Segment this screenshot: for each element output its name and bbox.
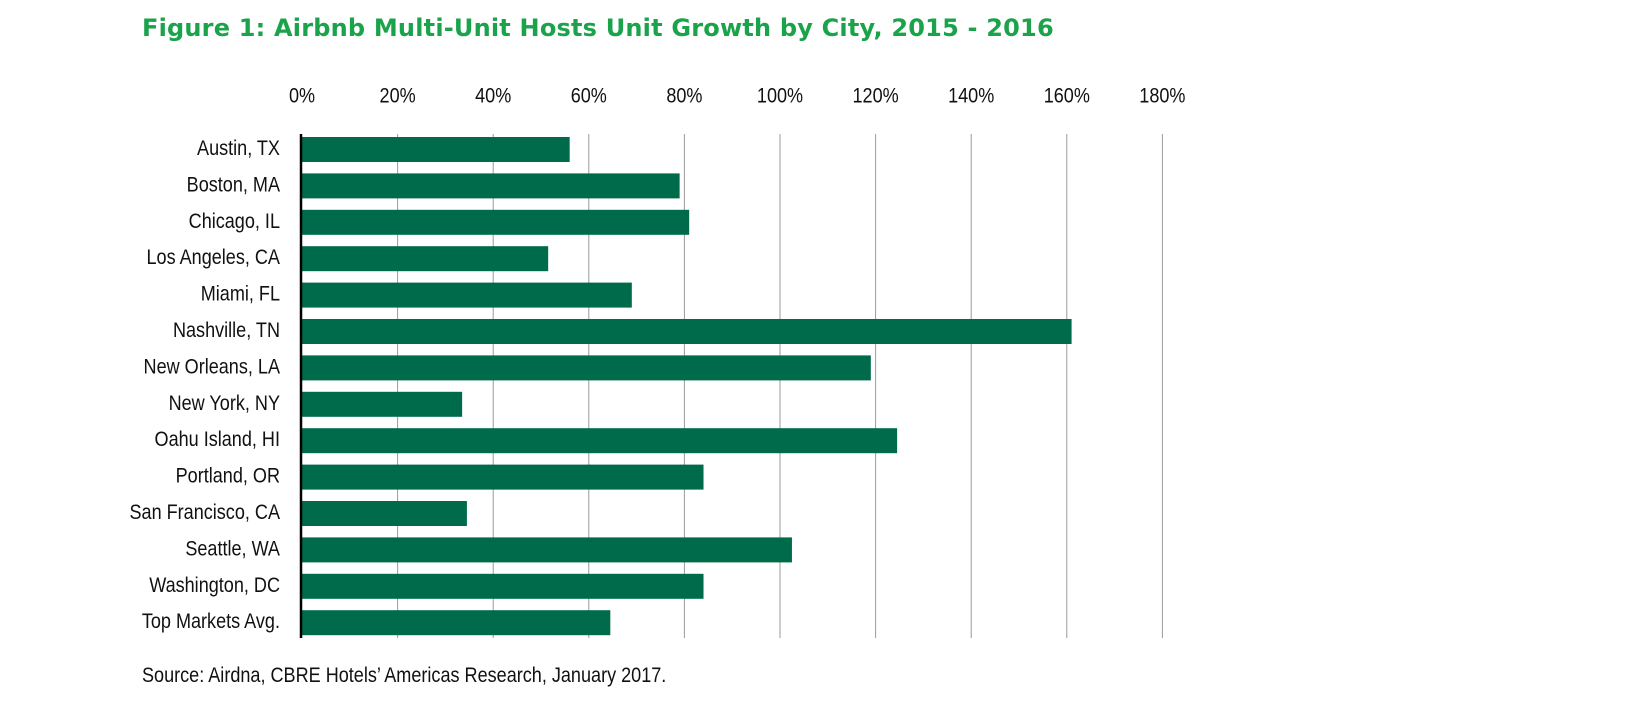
x-tick-label: 80% xyxy=(666,84,702,108)
bar xyxy=(302,209,690,235)
x-tick-label: 180% xyxy=(1139,84,1185,108)
category-label: Los Angeles, CA xyxy=(147,246,281,270)
bar xyxy=(302,610,611,636)
bar xyxy=(302,537,792,563)
category-label: Oahu Island, HI xyxy=(155,428,280,452)
category-label: Nashville, TN xyxy=(173,319,280,343)
bar xyxy=(302,428,898,454)
category-label: Portland, OR xyxy=(176,464,280,488)
category-label: San Francisco, CA xyxy=(129,501,280,525)
bar xyxy=(302,246,549,272)
category-label: Top Markets Avg. xyxy=(142,610,280,634)
x-tick-label: 40% xyxy=(475,84,511,108)
bar xyxy=(302,355,871,381)
category-label: Miami, FL xyxy=(201,282,280,306)
x-tick-label: 60% xyxy=(571,84,607,108)
category-label: Chicago, IL xyxy=(189,210,280,234)
bar xyxy=(302,137,570,162)
bar xyxy=(302,282,632,308)
bar xyxy=(302,464,704,490)
bar xyxy=(302,391,463,417)
x-tick-label: 0% xyxy=(289,84,315,108)
bar xyxy=(302,573,704,599)
category-labels: Austin, TX Boston, MA Chicago, IL Los Angel… xyxy=(129,137,280,634)
source-note: Source: Airdna, CBRE Hotels’ Americas Re… xyxy=(142,664,667,687)
bars xyxy=(302,137,1072,636)
x-tick-label: 100% xyxy=(757,84,803,108)
bar xyxy=(302,173,680,199)
category-label: Washington, DC xyxy=(149,574,280,598)
bar xyxy=(302,501,467,526)
x-tick-label: 140% xyxy=(948,84,994,108)
x-tick-label: 120% xyxy=(853,84,899,108)
category-label: Austin, TX xyxy=(197,137,280,161)
category-label: Boston, MA xyxy=(187,173,281,197)
category-label: New York, NY xyxy=(169,392,280,416)
category-label: Seattle, WA xyxy=(185,537,281,561)
x-tick-labels: 0% 20% 40% 60% 80% 100% 120% 140% 160% 180% xyxy=(289,84,1186,108)
category-label: New Orleans, LA xyxy=(144,355,281,379)
figure-title: Figure 1: Airbnb Multi-Unit Hosts Unit G… xyxy=(142,14,1054,42)
x-tick-label: 20% xyxy=(380,84,416,108)
x-tick-label: 160% xyxy=(1044,84,1090,108)
bar xyxy=(302,319,1072,344)
